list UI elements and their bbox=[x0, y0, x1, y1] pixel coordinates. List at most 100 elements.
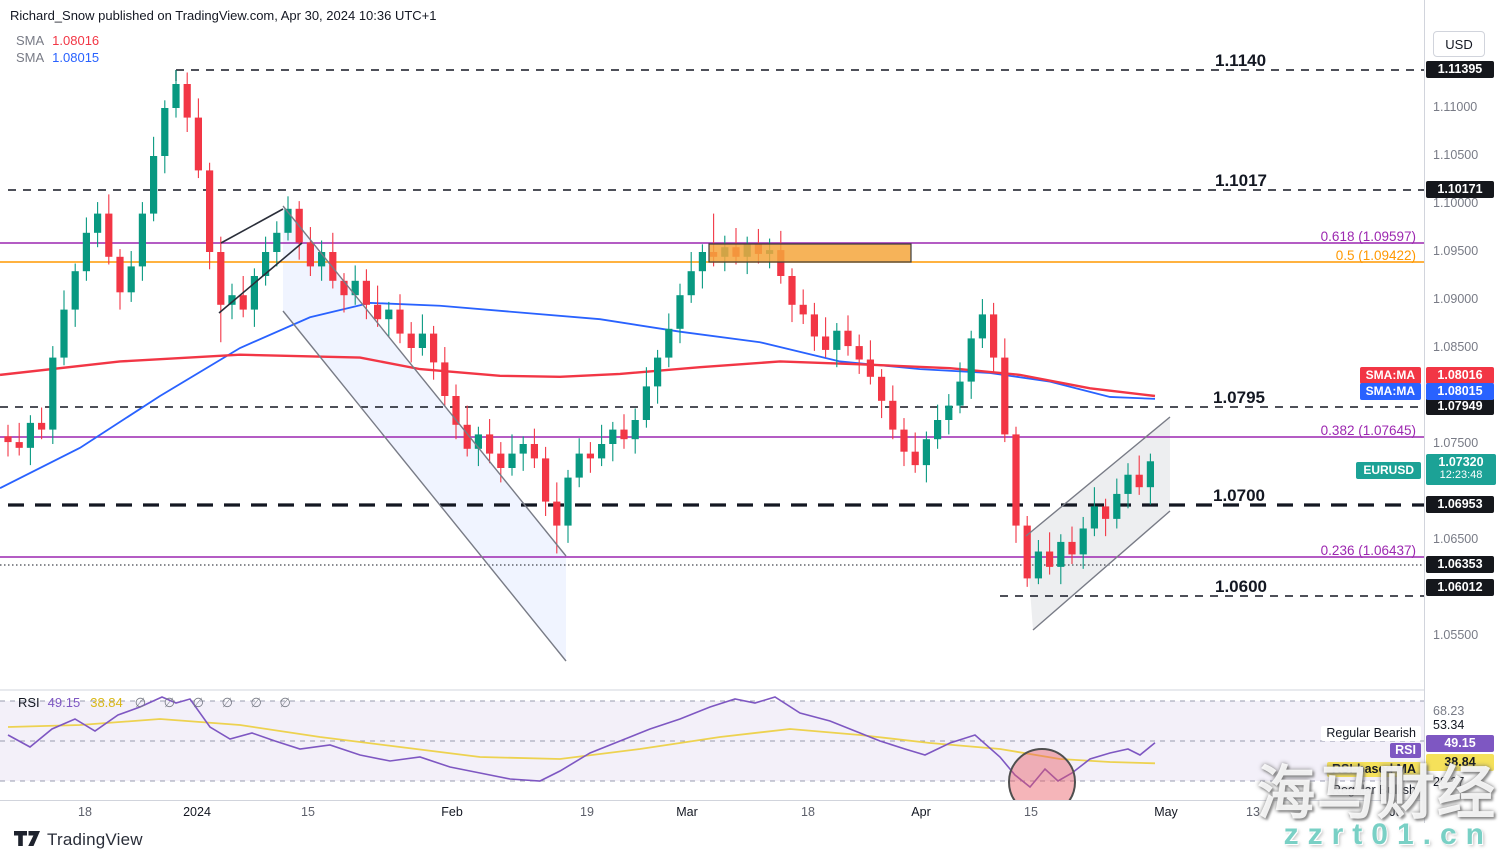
sma-legend-row-1[interactable]: SMA 1.08016 bbox=[16, 32, 99, 49]
price-axis-tick: 1.06500 bbox=[1433, 532, 1479, 546]
sma-value-badge-2: 1.08015 bbox=[1426, 383, 1494, 400]
candle-body bbox=[799, 304, 807, 315]
price-badge-1.10171: 1.10171 bbox=[1426, 181, 1494, 198]
candle-body bbox=[150, 156, 158, 214]
time-axis-tick-Apr: Apr bbox=[911, 805, 931, 819]
descending-channel-upper[interactable] bbox=[282, 205, 567, 557]
candle-body bbox=[396, 309, 404, 334]
candle-body bbox=[94, 213, 102, 233]
candle-body bbox=[1023, 525, 1031, 579]
candle-body bbox=[1068, 541, 1076, 555]
candle-body bbox=[889, 400, 897, 430]
time-scale[interactable]: 18 2024 15 Feb 19 Mar 18 Apr 15 May 13 Ju bbox=[0, 800, 1424, 824]
candle-body bbox=[318, 252, 326, 267]
candle-body bbox=[564, 477, 572, 526]
sma-ma-pill-1: SMA:MA bbox=[1359, 367, 1421, 384]
candle-body bbox=[598, 444, 606, 459]
tradingview-logo-icon bbox=[14, 831, 40, 846]
time-axis-tick-18: 18 bbox=[801, 805, 815, 819]
time-axis-tick-15: 15 bbox=[1024, 805, 1038, 819]
candle-body bbox=[542, 458, 550, 502]
sma1-label: SMA bbox=[16, 33, 45, 48]
level-label-1.0700: 1.0700 bbox=[1213, 486, 1265, 505]
sma-fast-line[interactable] bbox=[0, 353, 1156, 398]
level-label-1.0600: 1.0600 bbox=[1215, 577, 1267, 596]
candle-body bbox=[922, 439, 930, 466]
candle-body bbox=[15, 442, 23, 448]
wedge-trendline-1[interactable] bbox=[220, 208, 284, 244]
candle-body bbox=[71, 271, 79, 310]
ascending-channel-upper[interactable] bbox=[1025, 416, 1171, 537]
candle-body bbox=[855, 346, 863, 360]
candle-body bbox=[329, 252, 337, 281]
candle-body bbox=[1012, 434, 1020, 526]
candle-body bbox=[654, 357, 662, 387]
level-label-1.0795: 1.0795 bbox=[1213, 388, 1265, 407]
candle-body bbox=[217, 252, 225, 305]
candle-body bbox=[934, 420, 942, 440]
tradingview-logo[interactable]: TradingView bbox=[14, 830, 143, 850]
candle-body bbox=[351, 280, 359, 296]
price-axis-tick: 1.10000 bbox=[1433, 196, 1479, 210]
candle-body bbox=[810, 314, 818, 337]
bar-countdown: 12:23:48 bbox=[1439, 469, 1483, 481]
candle-body bbox=[430, 333, 438, 363]
candle-body bbox=[978, 314, 986, 339]
time-axis-tick-May: May bbox=[1154, 805, 1178, 819]
price-badge-1.06012: 1.06012 bbox=[1426, 579, 1494, 596]
candle-body bbox=[306, 242, 314, 267]
candle-body bbox=[4, 436, 12, 443]
ascending-channel-lower[interactable] bbox=[1032, 510, 1171, 631]
candle-body bbox=[452, 396, 460, 425]
resistance-zone-box[interactable] bbox=[708, 243, 912, 263]
rsi-legend[interactable]: RSI 49.15 38.84 ∅ ∅ ∅ ∅ ∅ ∅ bbox=[18, 695, 298, 711]
chart-canvas[interactable] bbox=[0, 0, 1424, 800]
time-axis-tick-19: 19 bbox=[580, 805, 594, 819]
candle-body bbox=[385, 309, 393, 320]
candle-body bbox=[519, 444, 527, 454]
candle-body bbox=[900, 429, 908, 452]
candle-body bbox=[441, 362, 449, 396]
candles[interactable] bbox=[4, 70, 1154, 587]
wedge-trendline-2[interactable] bbox=[218, 242, 303, 314]
fib-label-0.382: 0.382 (1.07645) bbox=[1320, 423, 1416, 438]
price-scale[interactable]: USD 1.11000 1.10500 1.10000 1.09500 1.09000 1… bbox=[1424, 0, 1499, 823]
rsi-label-regular-bearish: Regular Bearish bbox=[1321, 726, 1421, 741]
candle-body bbox=[418, 333, 426, 348]
candle-body bbox=[60, 309, 68, 358]
descending-channel-lower[interactable] bbox=[282, 310, 567, 662]
price-badge-1.07949: 1.07949 bbox=[1426, 398, 1494, 415]
currency-toggle-button[interactable]: USD bbox=[1433, 31, 1485, 57]
time-axis-tick-18: 18 bbox=[78, 805, 92, 819]
candle-body bbox=[1146, 461, 1154, 488]
candle-body bbox=[250, 276, 258, 310]
rsi-hidden-plots: ∅ ∅ ∅ ∅ ∅ ∅ bbox=[134, 695, 298, 710]
rsi-ma-line[interactable] bbox=[7, 718, 1156, 765]
candle-body bbox=[262, 252, 270, 276]
sma-slow-line[interactable] bbox=[0, 301, 1156, 489]
price-axis-tick: 1.09000 bbox=[1433, 292, 1479, 306]
candle-body bbox=[631, 420, 639, 440]
fib-label-0.618: 0.618 (1.09597) bbox=[1320, 229, 1416, 244]
candle-body bbox=[127, 266, 135, 293]
rsi-line[interactable] bbox=[7, 696, 1156, 789]
candle-body bbox=[945, 405, 953, 420]
candle-body bbox=[273, 232, 281, 252]
price-badge-1.06953: 1.06953 bbox=[1426, 496, 1494, 513]
rsi-label-regular-bullish: Regular Bullish bbox=[1326, 783, 1421, 798]
sma-ma-pill-2: SMA:MA bbox=[1359, 383, 1421, 400]
candle-body bbox=[407, 333, 415, 348]
candle-body bbox=[1057, 541, 1065, 567]
time-axis-tick-Feb: Feb bbox=[441, 805, 463, 819]
level-label-1.1140: 1.1140 bbox=[1215, 51, 1267, 70]
candle-body bbox=[194, 117, 202, 171]
rsi-highlight-circle[interactable] bbox=[1008, 748, 1076, 800]
sma-legend-row-2[interactable]: SMA 1.08015 bbox=[16, 49, 99, 66]
candle-body bbox=[553, 501, 561, 526]
price-axis-tick: 1.09500 bbox=[1433, 244, 1479, 258]
publish-byline: Richard_Snow published on TradingView.co… bbox=[10, 8, 437, 23]
candle-body bbox=[1102, 506, 1110, 519]
level-label-1.1017: 1.1017 bbox=[1215, 171, 1267, 190]
rsi-axis-value-28.27: 28.27 bbox=[1433, 775, 1465, 789]
